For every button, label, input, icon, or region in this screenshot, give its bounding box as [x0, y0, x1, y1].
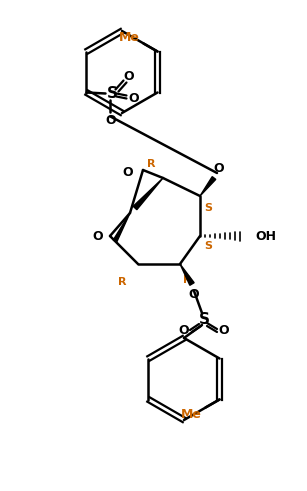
Text: R: R: [147, 159, 155, 169]
Text: S: S: [204, 203, 212, 213]
Text: O: O: [219, 325, 229, 337]
Polygon shape: [180, 264, 194, 285]
Text: O: O: [128, 92, 139, 105]
Text: R: R: [118, 277, 126, 287]
Text: O: O: [189, 288, 199, 300]
Polygon shape: [200, 177, 216, 196]
Text: S: S: [107, 86, 118, 101]
Text: Me: Me: [181, 408, 202, 421]
Polygon shape: [113, 213, 130, 242]
Polygon shape: [133, 178, 163, 210]
Text: O: O: [214, 163, 224, 175]
Text: R: R: [183, 275, 191, 285]
Text: O: O: [105, 114, 116, 127]
Text: O: O: [123, 70, 134, 83]
Text: OH: OH: [255, 229, 276, 243]
Text: O: O: [93, 229, 103, 243]
Text: S: S: [199, 311, 209, 327]
Text: O: O: [123, 165, 133, 179]
Text: Me: Me: [119, 31, 140, 44]
Text: S: S: [204, 241, 212, 251]
Text: O: O: [179, 325, 189, 337]
